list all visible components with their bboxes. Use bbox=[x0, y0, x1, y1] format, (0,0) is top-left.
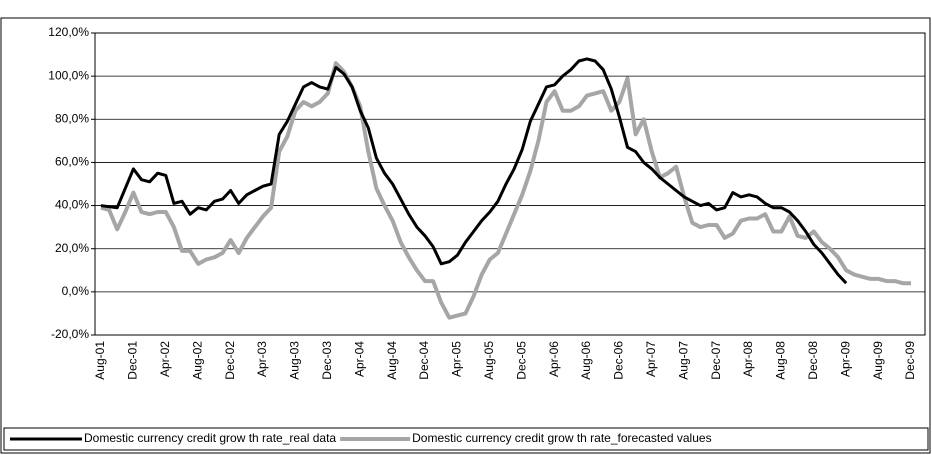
x-tick-label: Aug-03 bbox=[288, 341, 302, 380]
x-tick-label: Aug-04 bbox=[385, 341, 399, 380]
series-line bbox=[100, 61, 911, 320]
y-tick-label: 80,0% bbox=[55, 111, 89, 125]
legend-box bbox=[3, 427, 929, 451]
x-tick-label: Apr-05 bbox=[450, 341, 464, 377]
x-tick-label: Dec-03 bbox=[320, 341, 334, 380]
x-tick-label: Apr-02 bbox=[158, 341, 172, 377]
x-tick-label: Aug-01 bbox=[93, 341, 107, 380]
x-tick-label: Apr-03 bbox=[255, 341, 269, 377]
x-tick-label: Dec-02 bbox=[223, 341, 237, 380]
x-tick-label: Dec-04 bbox=[417, 341, 431, 380]
y-tick-label: 60,0% bbox=[55, 155, 89, 169]
x-tick-label: Apr-04 bbox=[352, 341, 366, 377]
x-tick-label: Dec-07 bbox=[709, 341, 723, 380]
x-tick-label: Aug-07 bbox=[676, 341, 690, 380]
x-tick-label: Aug-02 bbox=[190, 341, 204, 380]
legend-label: Domestic currency credit grow th rate_fo… bbox=[412, 431, 711, 445]
series-line bbox=[100, 57, 848, 285]
x-tick-label: Dec-06 bbox=[612, 341, 626, 380]
x-tick-label: Apr-09 bbox=[838, 341, 852, 377]
y-tick-label: 100,0% bbox=[48, 68, 89, 82]
y-tick-label: 0,0% bbox=[62, 284, 90, 298]
plot-area bbox=[94, 32, 926, 336]
x-tick-label: Aug-06 bbox=[579, 341, 593, 380]
x-tick-label: Dec-08 bbox=[806, 341, 820, 380]
y-tick-label: -20,0% bbox=[51, 327, 89, 341]
x-tick-label: Apr-07 bbox=[644, 341, 658, 377]
legend-label: Domestic currency credit grow th rate_re… bbox=[84, 431, 336, 445]
y-tick-label: 40,0% bbox=[55, 198, 89, 212]
x-tick-label: Dec-09 bbox=[903, 341, 917, 380]
x-tick-label: Apr-08 bbox=[741, 341, 755, 377]
x-tick-label: Dec-05 bbox=[514, 341, 528, 380]
x-tick-label: Aug-08 bbox=[774, 341, 788, 380]
x-tick-label: Aug-09 bbox=[871, 341, 885, 380]
y-tick-label: 120,0% bbox=[48, 25, 89, 39]
y-tick-label: 20,0% bbox=[55, 241, 89, 255]
x-tick-label: Aug-05 bbox=[482, 341, 496, 380]
x-tick-label: Dec-01 bbox=[126, 341, 140, 380]
x-tick-label: Apr-06 bbox=[547, 341, 561, 377]
